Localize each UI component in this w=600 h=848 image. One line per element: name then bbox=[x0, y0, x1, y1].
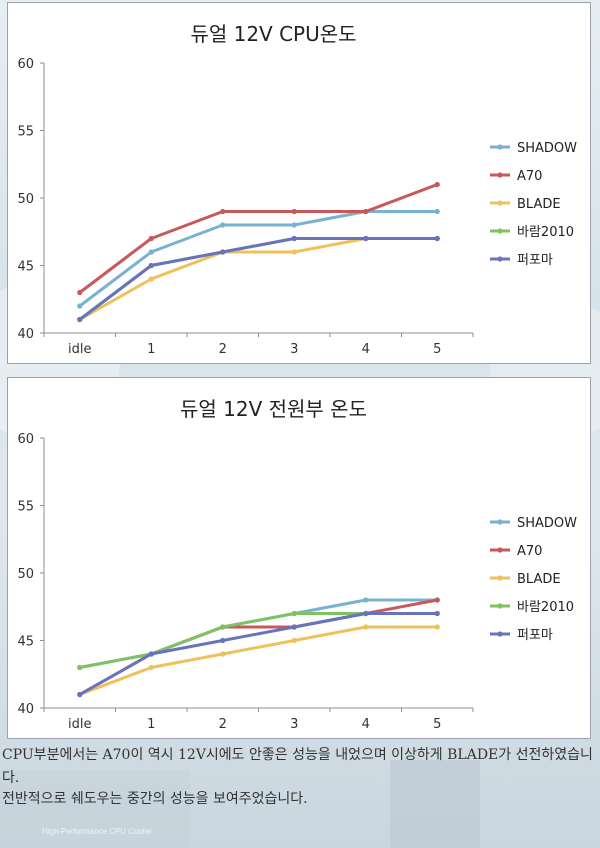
legend-label: 바람2010 bbox=[517, 600, 574, 615]
legend-label: 바람2010 bbox=[517, 225, 574, 240]
legend-marker bbox=[497, 144, 503, 150]
y-tick-label: 55 bbox=[17, 125, 34, 140]
data-point-0-5 bbox=[434, 208, 440, 215]
power-temperature-chart: 듀얼 12V 전원부 온도 40 45 50 55 60 idle 1 2 3 4 5 SHADOW A7… bbox=[7, 377, 591, 739]
data-point-4-4 bbox=[363, 235, 369, 242]
legend-label: 퍼포마 bbox=[517, 628, 553, 643]
series-line-4 bbox=[78, 237, 438, 321]
data-point-3-3 bbox=[291, 610, 297, 617]
series-line-1 bbox=[78, 183, 438, 294]
caption-paragraph-2: 전반적으로 쉐도우는 중간의 성능을 보여주었습니다. bbox=[2, 791, 308, 807]
x-tick-label: 5 bbox=[433, 342, 441, 357]
x-tick-label: 5 bbox=[433, 717, 441, 732]
x-tick-label: 2 bbox=[219, 717, 227, 732]
watermark-text: High-Performance CPU Cooler bbox=[42, 827, 152, 836]
legend-label: BLADE bbox=[517, 197, 561, 212]
series-line-4 bbox=[79, 612, 438, 696]
x-tick-label: 4 bbox=[362, 342, 370, 357]
data-point-4-2 bbox=[220, 637, 226, 644]
legend-marker bbox=[497, 172, 503, 178]
legend-marker bbox=[497, 200, 503, 206]
y-tick-label: 60 bbox=[17, 432, 34, 447]
x-tick-label: 1 bbox=[147, 342, 155, 357]
legend-label: A70 bbox=[517, 544, 542, 559]
legend-marker bbox=[497, 519, 503, 525]
data-point-3-0 bbox=[77, 664, 83, 671]
data-point-4-3 bbox=[291, 235, 297, 242]
y-tick-label: 40 bbox=[17, 327, 34, 342]
legend-label: 퍼포마 bbox=[517, 253, 553, 268]
legend-label: SHADOW bbox=[517, 516, 577, 531]
data-point-2-1 bbox=[148, 664, 154, 671]
data-point-0-0 bbox=[77, 303, 83, 309]
series-line-3 bbox=[79, 612, 438, 669]
x-tick-label: idle bbox=[68, 342, 91, 357]
data-point-3-2 bbox=[220, 624, 226, 630]
data-point-2-1 bbox=[148, 276, 154, 282]
data-point-2-4 bbox=[363, 624, 369, 630]
legend-marker bbox=[497, 228, 503, 234]
x-tick-label: 4 bbox=[362, 717, 370, 732]
data-point-2-3 bbox=[291, 637, 297, 644]
legend-label: A70 bbox=[517, 169, 542, 184]
data-point-1-1 bbox=[148, 235, 154, 242]
data-point-1-5 bbox=[434, 597, 440, 603]
data-point-4-5 bbox=[434, 235, 440, 242]
legend-marker bbox=[497, 547, 503, 553]
data-point-1-0 bbox=[77, 289, 83, 296]
caption-paragraph-1: CPU부분에서는 A70이 역시 12V시에도 안좋은 성능을 내었으며 이상하… bbox=[2, 747, 593, 786]
data-point-0-1 bbox=[148, 249, 154, 255]
legend-label: SHADOW bbox=[517, 141, 577, 156]
data-point-0-4 bbox=[363, 597, 369, 603]
data-point-1-5 bbox=[434, 181, 440, 188]
y-tick-label: 45 bbox=[17, 260, 34, 275]
data-point-2-5 bbox=[434, 624, 440, 630]
data-point-1-4 bbox=[363, 208, 369, 215]
chart-title: 듀얼 12V CPU온도 bbox=[190, 22, 356, 46]
y-tick-label: 55 bbox=[17, 500, 34, 515]
y-tick-label: 45 bbox=[17, 635, 34, 650]
data-point-2-2 bbox=[220, 651, 226, 657]
y-tick-label: 50 bbox=[17, 192, 34, 207]
cpu-temperature-chart: 듀얼 12V CPU온도 40 45 50 55 60 idle 1 2 3 4 5 SHADOW A70… bbox=[7, 2, 591, 364]
legend-label: BLADE bbox=[517, 572, 561, 587]
x-tick-label: 3 bbox=[290, 717, 298, 732]
y-tick-label: 40 bbox=[17, 702, 34, 717]
y-tick-label: 50 bbox=[17, 567, 34, 582]
legend-marker bbox=[497, 631, 503, 637]
y-tick-label: 60 bbox=[17, 57, 34, 72]
legend-marker bbox=[497, 603, 503, 609]
data-point-2-3 bbox=[291, 249, 297, 255]
series-line-0 bbox=[78, 210, 438, 308]
data-point-4-3 bbox=[291, 624, 297, 630]
data-point-4-1 bbox=[148, 262, 154, 269]
series-line-2 bbox=[79, 625, 438, 696]
data-point-4-5 bbox=[434, 610, 440, 617]
x-tick-label: idle bbox=[68, 717, 91, 732]
data-point-4-0 bbox=[77, 316, 83, 323]
data-point-0-3 bbox=[291, 222, 297, 228]
legend-marker bbox=[497, 256, 503, 262]
data-point-4-0 bbox=[77, 691, 83, 698]
x-tick-label: 3 bbox=[290, 342, 298, 357]
legend-marker bbox=[497, 575, 503, 581]
x-tick-label: 2 bbox=[219, 342, 227, 357]
data-point-0-2 bbox=[220, 222, 226, 228]
data-point-4-1 bbox=[148, 651, 154, 657]
data-point-1-3 bbox=[291, 208, 297, 215]
chart-title: 듀얼 12V 전원부 온도 bbox=[180, 397, 367, 421]
data-point-4-2 bbox=[220, 249, 226, 255]
data-point-1-2 bbox=[220, 208, 226, 215]
data-point-4-4 bbox=[363, 610, 369, 617]
x-tick-label: 1 bbox=[147, 717, 155, 732]
